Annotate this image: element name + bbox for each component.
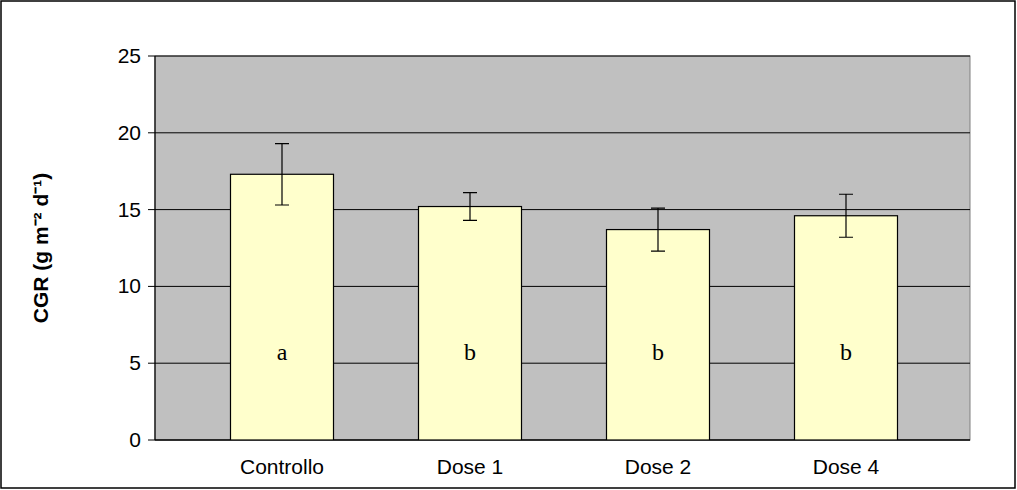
marks <box>231 144 898 440</box>
error-bar <box>651 208 665 251</box>
annotation: b <box>840 339 852 365</box>
tick-label: 20 <box>118 121 141 144</box>
grid-line <box>155 56 970 57</box>
error-bar <box>275 144 289 205</box>
category-label: Dose 1 <box>437 455 504 478</box>
error-bar <box>463 193 477 221</box>
plot-area <box>155 56 970 440</box>
tick <box>148 286 155 287</box>
category-label: Dose 2 <box>625 455 692 478</box>
tick-label: 15 <box>118 198 141 221</box>
bar <box>795 216 898 440</box>
tick <box>148 440 155 441</box>
bar <box>419 207 522 440</box>
annotation: b <box>464 339 476 365</box>
tick <box>148 56 155 57</box>
error-bar <box>839 194 853 237</box>
bar <box>231 174 334 440</box>
frame <box>1 1 1015 488</box>
tick <box>148 209 155 210</box>
grid-line <box>155 132 970 133</box>
category-label: Controllo <box>240 455 324 478</box>
tick-label: 10 <box>118 274 141 297</box>
tick <box>148 132 155 133</box>
tick-label: 5 <box>129 351 141 374</box>
y-axis <box>154 56 155 440</box>
annotation: a <box>277 339 288 365</box>
y-axis-label: CGR (g m⁻² d⁻¹) <box>29 173 52 323</box>
annotation: b <box>652 339 664 365</box>
tick <box>148 363 155 364</box>
tick-label: 25 <box>118 44 141 67</box>
tick-label: 0 <box>129 428 141 451</box>
bar <box>607 230 710 440</box>
chart: 0 5 10 15 20 25 CGR (g m⁻² d⁻¹) a Controllo b Dose… <box>0 0 1017 490</box>
category-label: Dose 4 <box>813 455 880 478</box>
